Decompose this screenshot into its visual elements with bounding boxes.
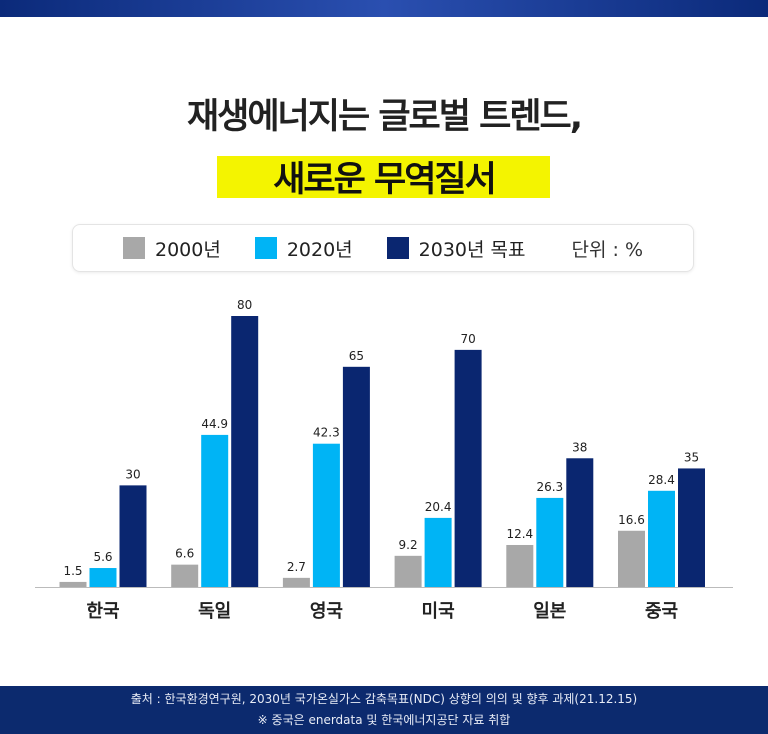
legend-swatch	[386, 237, 409, 259]
legend-label: 2000년	[154, 238, 221, 261]
bar	[119, 485, 147, 587]
top-banner	[0, 0, 768, 17]
category-label: 영국	[310, 601, 343, 622]
category-label: 독일	[198, 601, 231, 622]
legend-label: 2020년	[286, 238, 353, 261]
data-label: 6.6	[175, 547, 194, 561]
data-label: 20.4	[425, 500, 452, 514]
bar	[201, 434, 229, 587]
bar	[394, 555, 422, 587]
source-text: 출처 : 한국환경연구원, 2030년 국가온실가스 감축목표(NDC) 상향의…	[130, 692, 638, 706]
legend-item-2030: 2030년 목표	[386, 235, 526, 262]
category-label: 일본	[533, 601, 566, 622]
bar	[424, 517, 452, 587]
bar	[454, 349, 482, 587]
data-label: 16.6	[618, 513, 645, 527]
bar-chart: 1.5 5.6 30 한국 6.6 44.9 80 독일 2.7 42.3 65 영국 9.2 20.4 7…	[35, 298, 733, 622]
data-label: 35	[684, 450, 699, 464]
data-label: 65	[349, 349, 364, 363]
data-label: 1.5	[63, 564, 82, 578]
bar	[89, 568, 117, 587]
legend-label: 2030년 목표	[418, 238, 526, 261]
note-text: ※ 중국은 enerdata 및 한국에너지공단 자료 취합	[257, 713, 511, 727]
data-label: 12.4	[506, 527, 533, 541]
bar	[506, 544, 534, 587]
category-label: 한국	[86, 601, 119, 622]
data-label: 44.9	[201, 417, 228, 431]
data-label: 9.2	[399, 538, 418, 552]
legend-item-2000: 2000년	[122, 235, 221, 262]
data-label: 28.4	[648, 473, 675, 487]
data-label: 70	[460, 332, 475, 346]
bar	[171, 564, 199, 587]
bar	[282, 577, 310, 587]
bar	[618, 530, 645, 587]
bar	[231, 316, 259, 587]
category-label: 미국	[422, 601, 455, 622]
category-label: 중국	[645, 601, 678, 622]
legend-item-2020: 2020년	[254, 235, 353, 262]
title-line2: 새로운 무역질서	[273, 160, 497, 200]
data-label: 5.6	[93, 550, 112, 564]
data-label: 80	[237, 298, 252, 312]
bar	[678, 468, 705, 587]
footer: 출처 : 한국환경연구원, 2030년 국가온실가스 감축목표(NDC) 상향의…	[0, 686, 768, 734]
data-label: 2.7	[287, 560, 306, 574]
bar	[536, 497, 564, 587]
legend-swatch	[122, 237, 145, 259]
unit-label: 단위 : %	[571, 238, 644, 261]
title-highlight	[217, 156, 550, 198]
data-label: 26.3	[536, 480, 563, 494]
data-label: 30	[125, 467, 140, 481]
bar	[342, 366, 370, 587]
legend-swatch	[254, 237, 277, 259]
data-label: 42.3	[313, 426, 340, 440]
bar	[59, 581, 87, 587]
data-label: 38	[572, 440, 587, 454]
legend: 2000년 2020년 2030년 목표 단위 : %	[72, 224, 694, 272]
bar	[312, 443, 340, 587]
bar	[648, 490, 675, 587]
bar	[566, 458, 594, 587]
title-line1: 재생에너지는 글로벌 트렌드,	[186, 97, 583, 137]
